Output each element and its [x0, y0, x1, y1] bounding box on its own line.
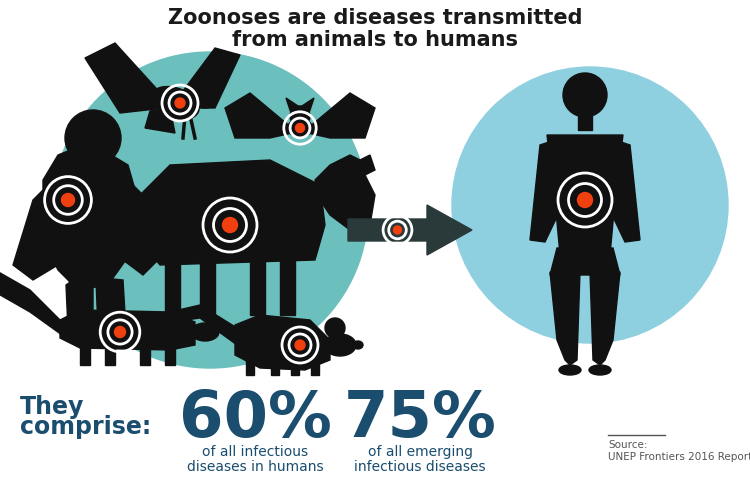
- Polygon shape: [547, 135, 623, 255]
- Bar: [246, 360, 254, 375]
- Ellipse shape: [589, 365, 611, 375]
- Polygon shape: [165, 260, 180, 315]
- Circle shape: [223, 217, 238, 232]
- Circle shape: [52, 52, 368, 368]
- Polygon shape: [590, 272, 620, 365]
- Polygon shape: [118, 185, 158, 275]
- Circle shape: [62, 193, 74, 206]
- Polygon shape: [85, 43, 165, 113]
- Text: Zoonoses are diseases transmitted: Zoonoses are diseases transmitted: [168, 8, 582, 28]
- Ellipse shape: [353, 341, 363, 349]
- Text: infectious diseases: infectious diseases: [354, 460, 486, 474]
- Polygon shape: [96, 278, 126, 335]
- Polygon shape: [13, 185, 63, 280]
- Polygon shape: [225, 93, 292, 138]
- Polygon shape: [315, 155, 375, 230]
- Circle shape: [295, 340, 305, 350]
- Text: from animals to humans: from animals to humans: [232, 30, 518, 50]
- Polygon shape: [530, 140, 565, 242]
- Ellipse shape: [559, 365, 581, 375]
- Circle shape: [65, 110, 121, 166]
- Circle shape: [115, 327, 125, 338]
- Polygon shape: [605, 140, 640, 242]
- Polygon shape: [308, 93, 375, 138]
- Text: 60%: 60%: [178, 388, 332, 450]
- Polygon shape: [250, 260, 265, 315]
- Polygon shape: [180, 48, 240, 108]
- Polygon shape: [286, 98, 298, 116]
- Polygon shape: [145, 108, 175, 133]
- Text: UNEP Frontiers 2016 Report: UNEP Frontiers 2016 Report: [608, 452, 750, 462]
- Ellipse shape: [324, 334, 356, 356]
- Bar: [165, 347, 175, 365]
- Ellipse shape: [287, 119, 313, 137]
- Polygon shape: [550, 248, 620, 275]
- Text: 75%: 75%: [344, 388, 496, 450]
- Polygon shape: [302, 98, 314, 116]
- Circle shape: [563, 73, 607, 117]
- Circle shape: [175, 98, 185, 108]
- Text: They: They: [20, 395, 84, 419]
- Bar: [291, 360, 299, 375]
- Circle shape: [290, 106, 310, 126]
- Circle shape: [325, 318, 345, 338]
- Ellipse shape: [191, 323, 219, 341]
- Circle shape: [296, 124, 304, 132]
- Bar: [140, 347, 150, 365]
- Text: of all infectious: of all infectious: [202, 445, 308, 459]
- Polygon shape: [135, 160, 325, 265]
- Bar: [271, 360, 279, 375]
- Polygon shape: [110, 185, 142, 220]
- Text: diseases in humans: diseases in humans: [187, 460, 323, 474]
- Polygon shape: [550, 272, 580, 365]
- Ellipse shape: [151, 87, 199, 119]
- Polygon shape: [280, 260, 295, 315]
- Circle shape: [578, 192, 592, 207]
- Polygon shape: [60, 310, 195, 350]
- Circle shape: [394, 226, 401, 234]
- Bar: [578, 112, 592, 130]
- Bar: [311, 360, 319, 375]
- Polygon shape: [235, 315, 330, 370]
- Text: Source:: Source:: [608, 440, 647, 450]
- FancyArrow shape: [348, 205, 472, 255]
- Bar: [105, 347, 115, 365]
- Bar: [80, 347, 90, 365]
- Text: comprise:: comprise:: [20, 415, 152, 439]
- Polygon shape: [43, 145, 138, 290]
- Circle shape: [190, 78, 220, 108]
- Circle shape: [452, 67, 728, 343]
- Text: of all emerging: of all emerging: [368, 445, 472, 459]
- Polygon shape: [0, 270, 62, 335]
- Polygon shape: [200, 260, 215, 315]
- Polygon shape: [66, 278, 93, 335]
- Polygon shape: [170, 305, 237, 345]
